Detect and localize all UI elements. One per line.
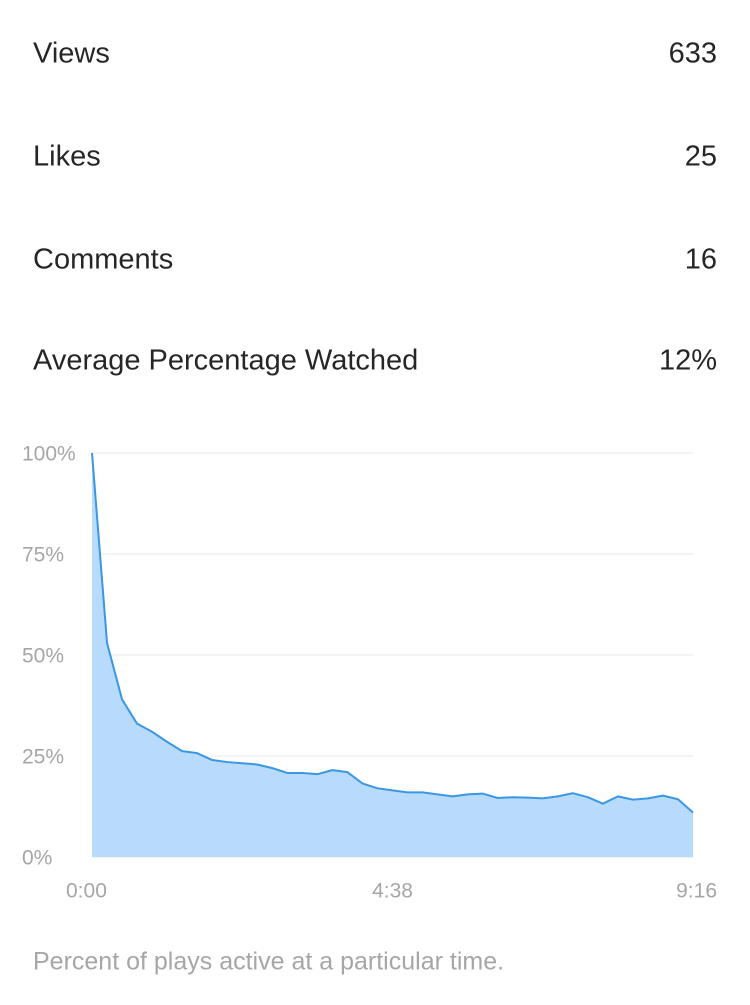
y-tick-label: 75% [22,544,64,567]
y-tick-label: 100% [22,443,76,466]
stat-value: 16 [685,244,717,276]
line [91,452,694,814]
y-tick-label: 25% [22,746,64,769]
stat-label: Views [33,38,110,70]
stat-label: Comments [33,244,173,276]
y-tick-label: 50% [22,645,64,668]
stat-label: Average Percentage Watched [33,345,418,377]
caption: Percent of plays active at a particular … [33,948,504,976]
stat-value: 633 [669,38,717,70]
x-tick-label: 4:38 [372,880,413,903]
x-tick-label: 9:16 [676,880,717,903]
x-tick-label: 0:00 [66,880,107,903]
stat-value: 12% [659,345,717,377]
y-tick-label: 0% [22,847,52,870]
area [92,453,693,857]
stat-value: 25 [685,141,717,173]
stat-label: Likes [33,141,101,173]
